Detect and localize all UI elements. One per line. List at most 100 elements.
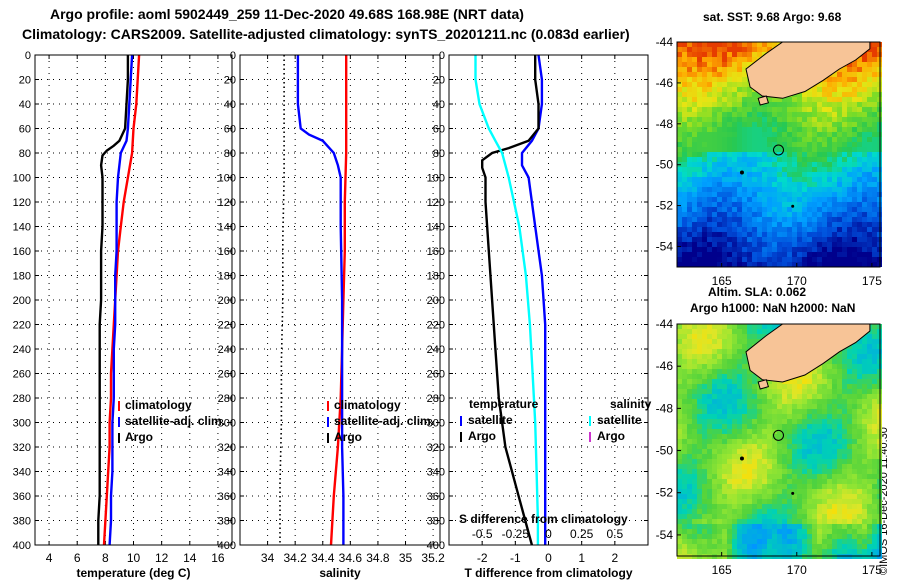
map-cell [742, 257, 747, 262]
map-cell [747, 62, 752, 67]
map-cell [812, 232, 817, 237]
map-cell [762, 252, 767, 257]
map-cell [777, 182, 782, 187]
map-cell [842, 474, 847, 479]
map-cell [832, 227, 837, 232]
map-cell [867, 474, 872, 479]
map-cell [737, 262, 742, 267]
map-cell [817, 97, 822, 102]
map-cell [762, 102, 767, 107]
map-cell [757, 242, 762, 247]
map-cell [822, 262, 827, 267]
map-cell [867, 464, 872, 469]
x2-tick-label: -0.5 [472, 527, 493, 541]
map-cell [782, 539, 787, 544]
map-cell [842, 479, 847, 484]
map-cell [782, 227, 787, 232]
map-cell [677, 444, 682, 449]
map-cell [862, 384, 867, 389]
map-cell [682, 262, 687, 267]
map-cell [732, 112, 737, 117]
map-cell [722, 157, 727, 162]
map-cell [697, 434, 702, 439]
legend-label: Argo [334, 430, 362, 444]
map-cell [737, 429, 742, 434]
map-cell [857, 439, 862, 444]
map-cell [782, 524, 787, 529]
map-cell [842, 142, 847, 147]
map-cell [787, 177, 792, 182]
map-cell [727, 464, 732, 469]
map-cell [787, 379, 792, 384]
map-cell [692, 449, 697, 454]
map-cell [852, 232, 857, 237]
map-cell [707, 162, 712, 167]
map-cell [827, 117, 832, 122]
map-cell [707, 329, 712, 334]
map-cell [787, 247, 792, 252]
map-cell [692, 399, 697, 404]
map-cell [867, 252, 872, 257]
map-cell [692, 247, 697, 252]
map-cell [842, 202, 847, 207]
map-cell [817, 212, 822, 217]
map-cell [832, 72, 837, 77]
map-cell [727, 152, 732, 157]
map-cell [832, 549, 837, 554]
map-cell [747, 262, 752, 267]
map-cell [852, 484, 857, 489]
map-cell [757, 147, 762, 152]
map-cell [837, 227, 842, 232]
map-cell [802, 252, 807, 257]
map-cell [802, 157, 807, 162]
map-cell [872, 42, 877, 47]
figure-title-line2: Climatology: CARS2009. Satellite-adjuste… [22, 26, 630, 42]
map-cell [727, 192, 732, 197]
map-cell [812, 399, 817, 404]
map-cell [857, 389, 862, 394]
map-cell [692, 67, 697, 72]
map-cell [847, 504, 852, 509]
map-cell [707, 379, 712, 384]
map-cell [787, 484, 792, 489]
map-cell [742, 82, 747, 87]
map-cell [862, 469, 867, 474]
map-cell [797, 157, 802, 162]
map-cell [677, 262, 682, 267]
map-cell [842, 67, 847, 72]
map-cell [707, 549, 712, 554]
y-tick-label: 80 [224, 148, 236, 160]
map-cell [847, 97, 852, 102]
map-cell [762, 529, 767, 534]
map-cell [867, 539, 872, 544]
map-cell [717, 499, 722, 504]
map-cell [872, 147, 877, 152]
map-cell [722, 57, 727, 62]
map-cell [872, 379, 877, 384]
map-cell [867, 449, 872, 454]
map-cell [752, 207, 757, 212]
map-cell [872, 47, 877, 52]
map-cell [777, 509, 782, 514]
map-cell [827, 509, 832, 514]
map-cell [862, 439, 867, 444]
lat-tick-label: -54 [656, 528, 674, 542]
map-cell [742, 92, 747, 97]
map-cell [812, 454, 817, 459]
map-cell [837, 419, 842, 424]
map-cell [682, 137, 687, 142]
map-cell [772, 217, 777, 222]
map-cell [792, 384, 797, 389]
map-cell [682, 62, 687, 67]
map-cell [852, 384, 857, 389]
map-cell [812, 409, 817, 414]
map-cell [682, 429, 687, 434]
map-cell [752, 424, 757, 429]
map-cell [747, 324, 752, 329]
map-cell [802, 509, 807, 514]
map-cell [807, 399, 812, 404]
map-cell [837, 459, 842, 464]
map-cell [747, 439, 752, 444]
map-cell [747, 404, 752, 409]
map-cell [822, 429, 827, 434]
